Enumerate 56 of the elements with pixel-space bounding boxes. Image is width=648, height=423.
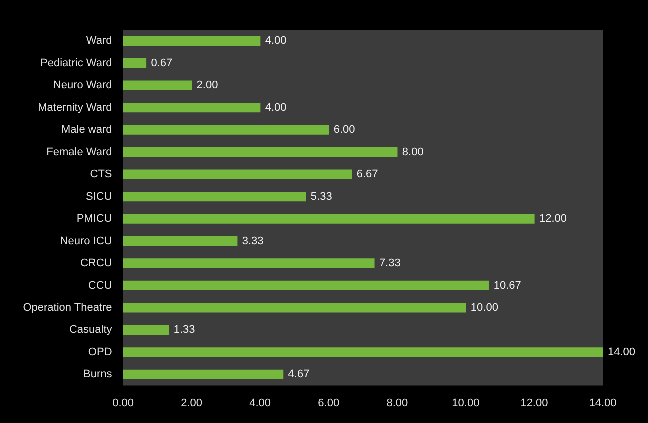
y-tick-label: Male ward <box>62 124 112 136</box>
bar <box>123 147 398 158</box>
y-tick-label: Neuro Ward <box>53 80 112 92</box>
y-tick-label: Casualty <box>69 324 113 336</box>
bar <box>123 192 306 202</box>
x-tick-label: 0.00 <box>112 397 134 410</box>
bar <box>123 58 147 68</box>
bar <box>123 236 238 246</box>
data-label: 8.00 <box>402 146 424 158</box>
data-label: 4.00 <box>265 102 287 114</box>
data-label: 4.67 <box>288 368 310 381</box>
x-tick-label: 2.00 <box>181 397 203 410</box>
y-tick-label: Burns <box>84 368 113 381</box>
bar <box>123 170 352 180</box>
bar <box>123 103 261 113</box>
y-tick-label: OPD <box>88 346 112 358</box>
bar <box>123 258 375 268</box>
data-label: 10.67 <box>494 280 522 292</box>
x-tick-label: 14.00 <box>589 397 617 410</box>
y-tick-label: SICU <box>86 190 112 203</box>
x-tick-label: 12.00 <box>520 397 548 410</box>
bar <box>123 214 535 224</box>
data-label: 3.33 <box>242 235 264 248</box>
y-tick-label: Ward <box>86 35 112 48</box>
bar <box>123 280 490 291</box>
data-label: 10.00 <box>470 302 498 314</box>
bar <box>123 325 170 336</box>
x-tick-label: 8.00 <box>386 397 408 410</box>
bar <box>123 125 330 135</box>
bar <box>123 80 192 90</box>
data-label: 6.67 <box>356 168 378 181</box>
data-label: 7.33 <box>379 258 401 270</box>
y-tick-label: Pediatric Ward <box>40 57 112 70</box>
x-tick-label: 6.00 <box>318 397 340 410</box>
y-tick-label: Operation Theatre <box>23 302 112 314</box>
data-label: 12.00 <box>539 213 567 226</box>
bar <box>123 370 284 380</box>
data-label: 5.33 <box>310 190 332 203</box>
y-tick-label: CCU <box>88 280 112 292</box>
y-tick-label: Maternity Ward <box>38 102 112 114</box>
data-label: 4.00 <box>265 35 287 48</box>
y-tick-label: CTS <box>90 168 112 181</box>
data-label: 0.67 <box>151 57 173 70</box>
y-tick-label: PMICU <box>76 213 112 226</box>
bar <box>123 348 603 358</box>
data-label: 14.00 <box>608 346 636 358</box>
x-tick-label: 10.00 <box>452 397 480 410</box>
data-label: 2.00 <box>196 80 218 92</box>
data-label: 6.00 <box>334 124 356 136</box>
y-tick-label: CRCU <box>80 258 112 270</box>
y-tick-label: Neuro ICU <box>60 235 112 248</box>
bar <box>123 303 466 313</box>
data-label: 1.33 <box>174 324 196 336</box>
bar <box>123 36 261 46</box>
y-tick-label: Female Ward <box>46 146 112 158</box>
x-tick-label: 4.00 <box>250 397 272 410</box>
